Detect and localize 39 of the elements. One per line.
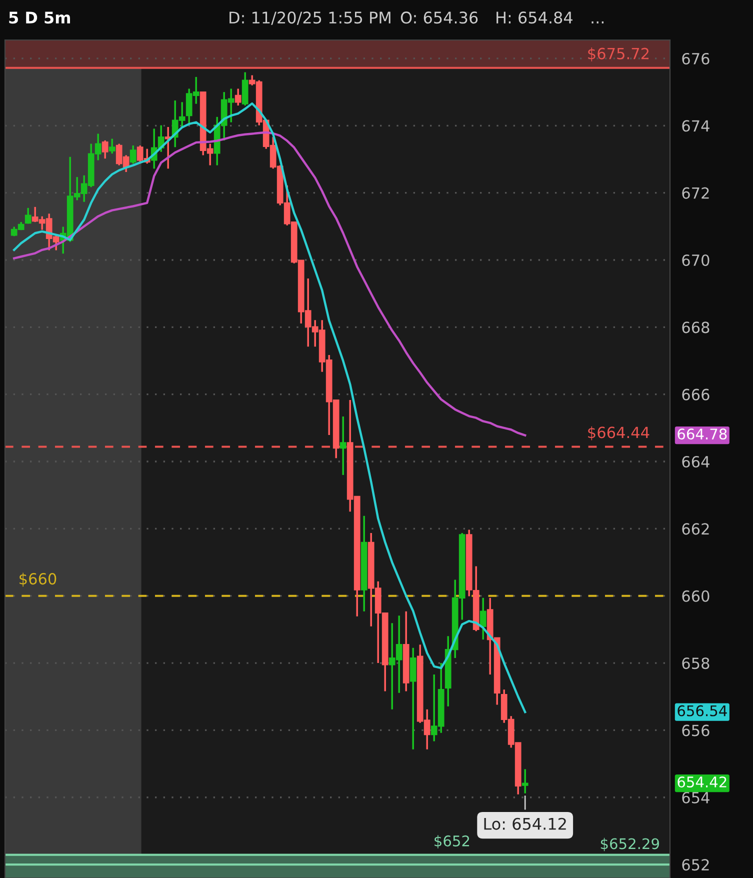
y-tick-label: 656 [682,724,710,736]
y-tick-label: 668 [682,322,710,334]
y-tick-label: 674 [682,120,710,132]
candlestick [234,88,242,106]
candlestick [410,647,416,750]
candlestick [522,768,528,794]
ref-line-label: $664.44 [588,426,650,440]
ref-line-label: $652.29 [600,838,659,852]
text: 654.42 [678,776,726,788]
text: O: 654.36 [400,12,478,24]
ref-line-label: $675.72 [588,48,649,62]
y-tick-label: 676 [682,52,710,64]
y-tick-label: 658 [682,658,710,670]
y-tick-label: 672 [682,187,709,199]
candlestick [108,138,116,154]
candlestick [130,144,136,165]
y-tick-label: 660 [682,590,710,602]
line-series [12,131,526,436]
chart-title: 5 D 5m [9,12,70,24]
candlestick [340,416,346,476]
text: 664.78 [678,428,727,440]
y-tick-label: 666 [682,388,710,400]
y-tick-label: 654 [682,792,710,804]
y-tick-label: 670 [682,254,710,266]
candlestick [480,596,486,640]
text: ... [592,21,604,24]
y-tick-label: 652 [682,859,709,871]
ref-line-label: $660 [20,572,56,587]
text: D: 11/20/25 1:55 PM [230,12,390,25]
line-series [12,102,526,714]
text: 656.54 [678,705,727,716]
ref-line-label: $652 [434,835,470,848]
candlestick [24,207,32,225]
candlestick [102,140,108,160]
text: H: 654.84 [496,12,572,24]
candlestick [242,71,248,106]
y-tick-label: 662 [682,523,709,535]
annotation: Lo: 654.12 [484,818,566,830]
y-tick-label: 664 [682,456,710,468]
